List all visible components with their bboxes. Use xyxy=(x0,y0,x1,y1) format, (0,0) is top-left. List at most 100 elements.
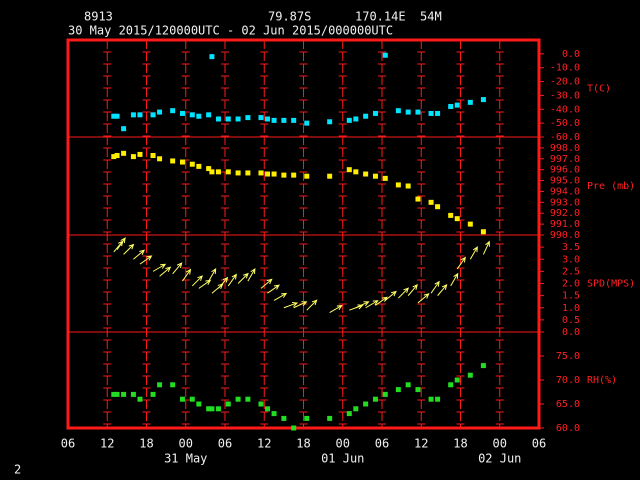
point xyxy=(130,112,136,118)
x-grid-line xyxy=(417,40,426,428)
point xyxy=(372,110,378,116)
y-tick-label: -60.0 xyxy=(550,132,580,143)
point xyxy=(150,153,156,159)
y-tick-label: 70.0 xyxy=(556,375,580,386)
point xyxy=(157,156,163,162)
wind-arrow xyxy=(293,301,308,309)
point xyxy=(111,154,117,160)
point xyxy=(150,112,156,118)
point xyxy=(353,116,359,122)
point xyxy=(245,170,251,176)
x-tick-label: 12 xyxy=(100,437,114,451)
point xyxy=(130,154,136,160)
wind-arrow xyxy=(247,267,256,282)
x-tick-label: 06 xyxy=(532,437,546,451)
point xyxy=(235,396,241,402)
point xyxy=(435,396,441,402)
point xyxy=(363,113,369,119)
y-tick-label: 995.0 xyxy=(550,176,580,187)
x-grid-line xyxy=(260,40,269,428)
point xyxy=(428,396,434,402)
elevation: 54M xyxy=(420,10,442,24)
point xyxy=(415,196,421,202)
point xyxy=(157,382,163,388)
wind-arrow xyxy=(365,300,379,309)
point xyxy=(196,113,202,119)
point xyxy=(448,104,454,110)
point xyxy=(170,382,176,388)
point xyxy=(480,363,486,369)
wind-arrow xyxy=(260,278,273,289)
point xyxy=(304,173,310,179)
wind-arrow xyxy=(152,263,167,272)
point xyxy=(395,108,401,114)
x-grid-line xyxy=(456,40,465,428)
y-tick-label: -20.0 xyxy=(550,77,580,88)
wind-arrow xyxy=(456,256,466,270)
wind-arrow xyxy=(237,272,249,284)
y-tick-label: 0.0 xyxy=(562,327,580,338)
point xyxy=(480,229,486,235)
point xyxy=(121,391,127,397)
x-grid-line xyxy=(103,40,112,428)
point xyxy=(209,54,215,60)
point xyxy=(225,401,231,407)
point xyxy=(454,216,460,222)
wind-arrow xyxy=(417,293,430,304)
wind-arrow xyxy=(482,240,490,255)
point xyxy=(363,401,369,407)
point xyxy=(382,391,388,397)
wind-arrow xyxy=(198,279,212,289)
point xyxy=(405,183,411,189)
y-axis-label: T(C) xyxy=(587,84,611,95)
x-grid-line xyxy=(338,40,347,428)
x-grid-line xyxy=(221,40,229,428)
point xyxy=(225,116,231,122)
point xyxy=(281,415,287,421)
y-axis-label: Pre (mb) xyxy=(587,181,635,192)
date-label: 31 May xyxy=(164,452,207,466)
x-grid-line xyxy=(142,40,151,428)
point xyxy=(114,391,120,397)
x-tick-label: 06 xyxy=(218,437,232,451)
wind-arrow xyxy=(267,284,280,294)
wind-arrow xyxy=(227,273,237,287)
point xyxy=(121,126,127,132)
point xyxy=(448,382,454,388)
footer: 2 xyxy=(14,463,21,477)
wind-arrow xyxy=(469,246,478,260)
point xyxy=(111,391,117,397)
wind-arrow xyxy=(437,284,448,296)
y-tick-label: 0.5 xyxy=(562,315,580,326)
wind-arrow xyxy=(283,301,299,309)
point xyxy=(327,119,333,125)
y-tick-label: 1.5 xyxy=(562,291,580,302)
point xyxy=(258,115,264,121)
point xyxy=(215,169,221,175)
y-axis-label: RH(%) xyxy=(587,375,617,386)
point xyxy=(258,401,264,407)
y-tick-label: -10.0 xyxy=(550,63,580,74)
point xyxy=(327,415,333,421)
x-tick-label: 18 xyxy=(296,437,310,451)
point xyxy=(448,212,454,218)
y-tick-label: 997.0 xyxy=(550,154,580,165)
point xyxy=(225,169,231,175)
wind-arrow xyxy=(355,301,370,309)
x-grid-line xyxy=(495,40,504,428)
date-label: 01 Jun xyxy=(321,452,364,466)
point xyxy=(111,113,117,119)
point xyxy=(327,173,333,179)
wind-arrow xyxy=(116,237,126,250)
point xyxy=(137,151,143,157)
point xyxy=(271,117,277,123)
point xyxy=(382,52,388,58)
point xyxy=(467,99,473,105)
point xyxy=(353,406,359,412)
point xyxy=(271,171,277,177)
y-tick-label: 996.0 xyxy=(550,165,580,176)
point xyxy=(206,112,212,118)
x-tick-label: 00 xyxy=(336,437,350,451)
point xyxy=(179,110,185,116)
